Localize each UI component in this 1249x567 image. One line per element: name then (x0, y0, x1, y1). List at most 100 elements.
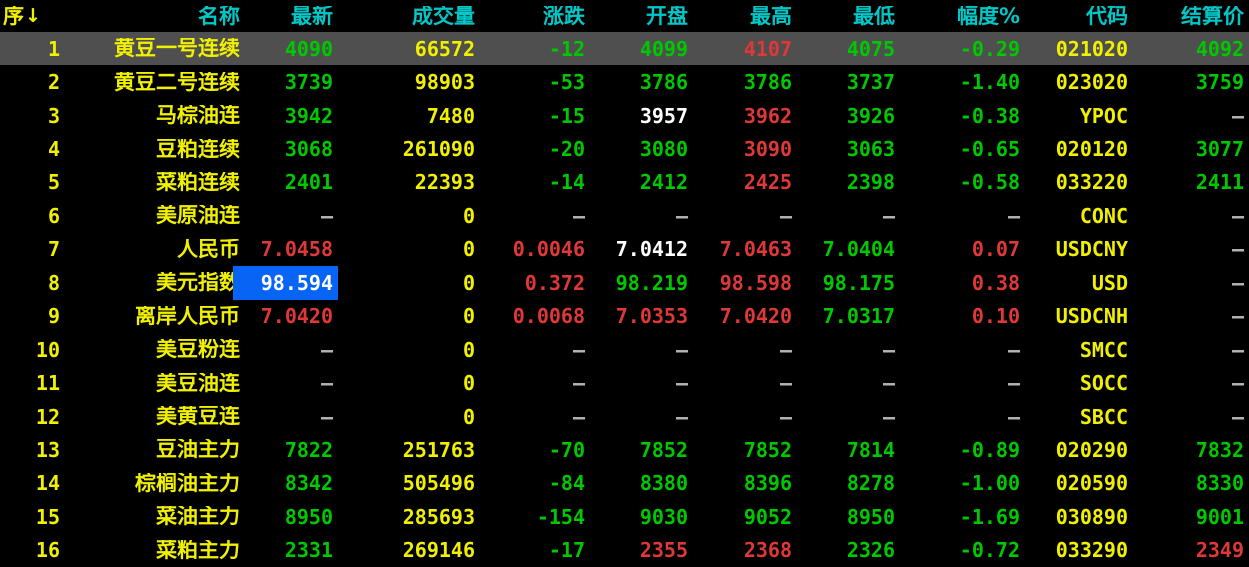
cell-code[interactable]: SOCC (1079, 373, 1128, 394)
cell-name[interactable]: 黄豆二号连续 (114, 71, 240, 93)
cell-high[interactable]: — (779, 205, 792, 226)
cell-latest[interactable]: — (320, 205, 333, 226)
cell-low[interactable]: — (882, 339, 895, 360)
column-header-seq[interactable]: 序 ↓ (0, 6, 65, 27)
cell-low[interactable]: — (882, 205, 895, 226)
cell-code[interactable]: 020290 (1055, 439, 1128, 460)
cell-seq[interactable]: 13 (35, 439, 60, 460)
cell-name[interactable]: 豆粕连续 (156, 138, 240, 160)
cell-name[interactable]: 菜粕连续 (156, 171, 240, 193)
cell-open[interactable]: 9030 (639, 506, 688, 527)
cell-latest[interactable]: 7.0420 (260, 306, 333, 327)
column-header-latest[interactable]: 最新 (291, 5, 333, 27)
table-row[interactable]: 13 豆油主力 7822 251763 -70 7852 7852 7814 -0.89 0202… (0, 433, 1249, 466)
cell-latest[interactable]: 2401 (284, 172, 333, 193)
cell-settle[interactable]: 3077 (1195, 139, 1244, 160)
cell-open[interactable]: 98.219 (615, 272, 688, 293)
cell-open[interactable]: 3786 (639, 72, 688, 93)
cell-code[interactable]: 021020 (1055, 38, 1128, 59)
cell-code[interactable]: 033290 (1055, 540, 1128, 561)
cell-open[interactable]: — (675, 205, 688, 226)
cell-open[interactable]: — (675, 373, 688, 394)
cell-low[interactable]: 8950 (846, 506, 895, 527)
cell-name[interactable]: 美豆粉连 (156, 339, 240, 361)
cell-low[interactable]: 7.0404 (822, 239, 895, 260)
table-row[interactable]: 7 人民币 7.0458 0 0.0046 7.0412 7.0463 7.0404 0.07 U… (0, 233, 1249, 266)
table-row[interactable]: 15 菜油主力 8950 285693 -154 9030 9052 8950 -1.69 030… (0, 500, 1249, 533)
cell-latest[interactable]: 3942 (284, 105, 333, 126)
cell-settle[interactable]: — (1231, 105, 1244, 126)
cell-settle[interactable]: — (1231, 373, 1244, 394)
cell-seq[interactable]: 12 (35, 406, 60, 427)
table-row[interactable]: 10 美豆粉连 — 0 — — — — — SMCC — (0, 333, 1249, 366)
cell-seq[interactable]: 16 (35, 540, 60, 561)
cell-volume[interactable]: 0 (462, 373, 475, 394)
cell-latest[interactable]: 3068 (284, 139, 333, 160)
cell-latest[interactable]: — (320, 339, 333, 360)
cell-settle[interactable]: 2411 (1195, 172, 1244, 193)
column-header-code[interactable]: 代码 (1086, 5, 1128, 27)
cell-range_pct[interactable]: — (1007, 373, 1020, 394)
cell-open[interactable]: 8380 (639, 473, 688, 494)
cell-settle[interactable]: — (1231, 272, 1244, 293)
cell-low[interactable]: 7814 (846, 439, 895, 460)
cell-name[interactable]: 豆油主力 (156, 439, 240, 461)
table-row[interactable]: 6 美原油连 — 0 — — — — — CONC — (0, 199, 1249, 232)
column-header-change[interactable]: 涨跌 (543, 5, 585, 27)
cell-code[interactable]: SBCC (1079, 406, 1128, 427)
cell-seq[interactable]: 3 (47, 105, 60, 126)
cell-change[interactable]: -17 (548, 540, 585, 561)
table-row[interactable]: 14 棕榈油主力 8342 505496 -84 8380 8396 8278 -1.00 020… (0, 467, 1249, 500)
cell-change[interactable]: -14 (548, 172, 585, 193)
cell-range_pct[interactable]: — (1007, 339, 1020, 360)
cell-high[interactable]: 2368 (743, 540, 792, 561)
column-header-low[interactable]: 最低 (853, 5, 895, 27)
cell-volume[interactable]: 66572 (414, 38, 475, 59)
cell-range_pct[interactable]: 0.38 (971, 272, 1020, 293)
cell-range_pct[interactable]: -1.69 (959, 506, 1020, 527)
column-header-high[interactable]: 最高 (750, 5, 792, 27)
cell-range_pct[interactable]: -0.72 (959, 540, 1020, 561)
cell-name[interactable]: 黄豆一号连续 (114, 38, 240, 60)
cell-code[interactable]: 023020 (1055, 72, 1128, 93)
cell-volume[interactable]: 251763 (402, 439, 475, 460)
cell-open[interactable]: 7.0353 (615, 306, 688, 327)
cell-range_pct[interactable]: -0.58 (959, 172, 1020, 193)
cell-settle[interactable]: — (1231, 239, 1244, 260)
cell-low[interactable]: 3737 (846, 72, 895, 93)
column-header-range-pct[interactable]: 幅度% (956, 5, 1020, 27)
cell-settle[interactable]: 9001 (1195, 506, 1244, 527)
cell-code[interactable]: USDCNH (1055, 306, 1128, 327)
cell-latest[interactable]: 3739 (284, 72, 333, 93)
cell-name[interactable]: 美元指数 (156, 272, 240, 294)
cell-settle[interactable]: 3759 (1195, 72, 1244, 93)
cell-settle[interactable]: 8330 (1195, 473, 1244, 494)
column-header-open[interactable]: 开盘 (646, 5, 688, 27)
cell-open[interactable]: 7.0412 (615, 239, 688, 260)
cell-seq[interactable]: 5 (47, 172, 60, 193)
cell-low[interactable]: 7.0317 (822, 306, 895, 327)
cell-volume[interactable]: 505496 (402, 473, 475, 494)
cell-latest[interactable]: 8342 (284, 473, 333, 494)
cell-volume[interactable]: 261090 (402, 139, 475, 160)
cell-range_pct[interactable]: -0.38 (959, 105, 1020, 126)
cell-code[interactable]: YPOC (1079, 105, 1128, 126)
table-row[interactable]: 8 美元指数 98.594 0 0.372 98.219 98.598 98.175 0.38 U… (0, 266, 1249, 300)
cell-range_pct[interactable]: -1.00 (959, 473, 1020, 494)
cell-seq[interactable]: 9 (47, 306, 60, 327)
cell-range_pct[interactable]: — (1007, 205, 1020, 226)
cell-volume[interactable]: 0 (462, 272, 475, 293)
cell-latest[interactable]: 7822 (284, 439, 333, 460)
cell-low[interactable]: 4075 (846, 38, 895, 59)
cell-volume[interactable]: 0 (462, 239, 475, 260)
cell-volume[interactable]: 285693 (402, 506, 475, 527)
cell-range_pct[interactable]: -0.89 (959, 439, 1020, 460)
cell-name[interactable]: 美原油连 (156, 205, 240, 227)
cell-low[interactable]: 3926 (846, 105, 895, 126)
cell-settle[interactable]: 4092 (1195, 38, 1244, 59)
cell-latest[interactable]: 8950 (284, 506, 333, 527)
cell-change[interactable]: — (572, 406, 585, 427)
cell-low[interactable]: 2398 (846, 172, 895, 193)
cell-range_pct[interactable]: — (1007, 406, 1020, 427)
cell-name[interactable]: 马棕油连 (156, 105, 240, 127)
